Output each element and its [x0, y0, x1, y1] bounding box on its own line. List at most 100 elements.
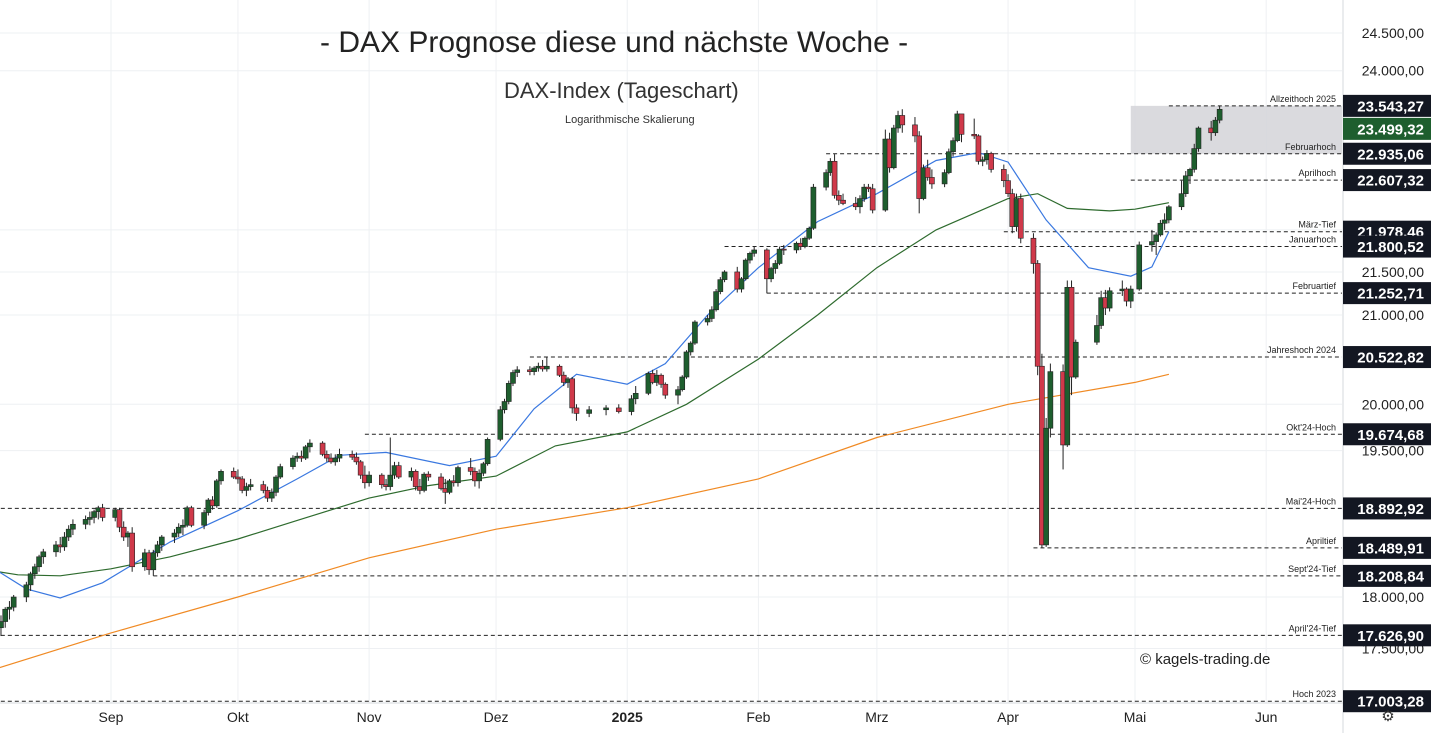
candle-body [1072, 341, 1079, 378]
level-price-box: 21.252,71 [1357, 286, 1424, 303]
candle-body [658, 374, 664, 385]
candle-body [438, 476, 444, 489]
candle-body [425, 473, 432, 478]
level-name: Mai'24-Hoch [1286, 496, 1336, 506]
x-tick-label: 2025 [612, 709, 643, 725]
candle-body [290, 457, 296, 467]
candle-body [836, 195, 842, 201]
x-tick-label: Sep [99, 709, 124, 725]
candle-body [260, 484, 267, 491]
level-name: Sept'24-Tief [1288, 564, 1336, 574]
level-price-box-bg [1343, 497, 1431, 520]
candle-body [505, 383, 512, 402]
candle-body [628, 398, 635, 412]
level-price-box: 20.522,82 [1357, 350, 1424, 367]
x-tick-label: Dez [484, 709, 509, 725]
level-name: Hoch 2023 [1292, 689, 1336, 699]
level-name: Aprilhoch [1298, 168, 1336, 178]
chart-title: - DAX Prognose diese und nächste Woche - [320, 26, 909, 59]
y-tick-label: 20.000,00 [1362, 396, 1424, 412]
candle-body [32, 566, 38, 575]
candle-body [687, 342, 694, 353]
candle-body [869, 188, 876, 211]
candlesticks [0, 105, 1223, 637]
level-price-box-bg [1343, 169, 1431, 192]
candle-body [916, 135, 922, 199]
candle-body [1212, 119, 1219, 134]
candle-body [1136, 244, 1143, 290]
candle-body [476, 472, 482, 482]
candle-body [1149, 241, 1155, 246]
level-name: Februarhoch [1285, 142, 1336, 152]
level-name: Jahreshoch 2024 [1267, 345, 1336, 355]
candle-body [704, 318, 711, 323]
candle-body [379, 474, 385, 485]
candle-body [1098, 297, 1104, 326]
level-name: März-Tief [1298, 220, 1336, 230]
level-price-box-bg [1343, 346, 1431, 369]
candle-body [446, 480, 453, 493]
candle-body [1047, 371, 1054, 429]
candle-body [201, 512, 207, 526]
candle-body [395, 465, 402, 478]
level-price-box-bg [1343, 142, 1431, 165]
x-tick-label: Jun [1255, 709, 1278, 725]
level-price-box: 22.935,06 [1357, 146, 1424, 163]
ma-green-line [0, 193, 1170, 577]
ma-blue-line [0, 151, 1170, 599]
candle-body [971, 134, 978, 137]
candle-body [349, 454, 355, 458]
candle-body [366, 474, 372, 484]
level-price-box: 18.892,92 [1357, 501, 1424, 518]
level-price-box: 18.489,91 [1357, 540, 1424, 557]
candle-body [975, 135, 982, 162]
level-price-box: 18.208,84 [1357, 568, 1424, 585]
candle-body [421, 473, 427, 491]
candle-body [91, 511, 97, 518]
candle-body [353, 456, 360, 463]
candle-body [1068, 287, 1075, 378]
candle-body [230, 471, 237, 478]
candle-body [1187, 169, 1193, 177]
candle-body [1161, 219, 1168, 224]
level-name: Januarhoch [1289, 235, 1336, 245]
candle-body [988, 153, 994, 170]
level-price-box-bg [1343, 282, 1431, 305]
candle-body [1191, 148, 1198, 170]
candle-body [387, 474, 394, 487]
resistance-zone [1130, 105, 1342, 154]
x-tick-label: Apr [997, 709, 1019, 725]
candle-body [683, 351, 690, 378]
candle-body [1106, 290, 1113, 309]
candle-body [692, 321, 698, 344]
candle-body [455, 467, 461, 484]
candle-body [615, 407, 622, 412]
candle-body [802, 237, 808, 247]
candle-body [154, 544, 161, 554]
gear-icon[interactable]: ⚙ [1381, 708, 1395, 725]
last-price-box-bg [1343, 117, 1431, 140]
y-tick-label: 21.000,00 [1362, 307, 1424, 323]
candle-body [1043, 427, 1049, 546]
candle-body [645, 373, 652, 394]
candle-body [480, 463, 487, 474]
candle-body [929, 177, 935, 185]
candle-body [747, 253, 753, 261]
x-tick-label: Mai [1124, 709, 1147, 725]
candle-body [717, 279, 724, 292]
candle-body [247, 484, 254, 487]
candle-body [175, 526, 182, 534]
candle-body [632, 393, 639, 400]
y-tick-label: 18.000,00 [1362, 589, 1424, 605]
candle-body [158, 536, 165, 546]
candle-body [307, 442, 313, 448]
candle-body [573, 407, 580, 414]
candle-body [1182, 175, 1189, 194]
candle-body [920, 167, 927, 199]
candle-body [780, 248, 787, 251]
level-name: Allzeithoch 2025 [1270, 94, 1336, 104]
level-price-box: 23.543,27 [1357, 98, 1424, 115]
scale-note: Logarithmische Skalierung [565, 114, 695, 126]
